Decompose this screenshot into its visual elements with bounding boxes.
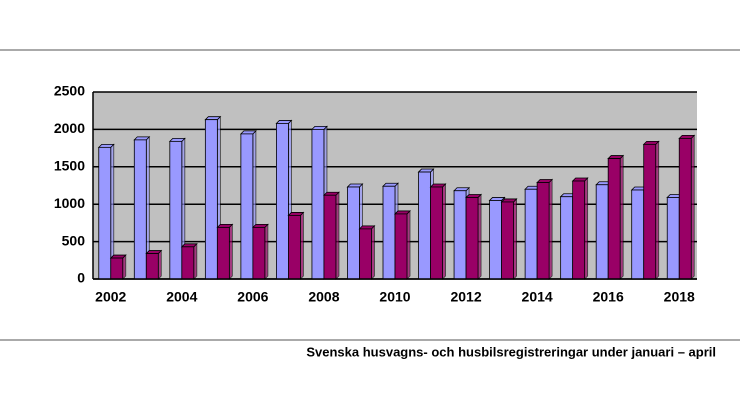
bar — [110, 257, 124, 280]
bar-top — [204, 116, 222, 121]
bar-top — [607, 155, 625, 159]
bar-top — [642, 140, 660, 145]
bar — [276, 123, 289, 280]
bar-top — [251, 223, 269, 228]
bar-side — [406, 209, 411, 280]
bar — [204, 119, 218, 280]
bar — [382, 185, 396, 280]
y-tick-label: 0 — [77, 270, 85, 286]
bar — [240, 133, 254, 280]
bar — [489, 200, 502, 280]
bar-top — [536, 179, 554, 183]
bar — [536, 182, 550, 280]
bar-top — [678, 134, 696, 139]
bar — [678, 137, 692, 280]
bar-top — [358, 225, 376, 230]
bar — [430, 186, 443, 280]
bar-top — [109, 254, 127, 259]
bar-top — [571, 177, 589, 182]
bar-side — [264, 223, 269, 280]
bar-side — [513, 197, 517, 280]
bar-top — [488, 197, 506, 201]
bar-top — [500, 198, 518, 203]
bar — [133, 139, 147, 280]
bar-side — [548, 178, 553, 280]
bar-top — [97, 143, 115, 148]
bar-side — [300, 211, 304, 280]
bar-top — [133, 136, 151, 141]
bar-side — [690, 134, 695, 280]
bar — [145, 253, 159, 280]
bar-side — [477, 193, 482, 280]
bar — [560, 196, 574, 280]
x-tick-label: 2016 — [593, 289, 624, 305]
bar-side — [442, 183, 446, 280]
bar-top — [465, 194, 483, 198]
bar-top — [168, 137, 186, 142]
bar — [216, 226, 230, 280]
bar — [252, 226, 266, 280]
bar-top — [394, 210, 411, 215]
bar — [394, 213, 408, 280]
bar — [453, 190, 467, 280]
bar — [631, 189, 645, 280]
x-tick-label: 2014 — [522, 289, 553, 305]
y-tick-label: 1500 — [54, 158, 85, 174]
bar-top — [239, 130, 257, 135]
bar — [98, 146, 112, 280]
bar-side — [335, 191, 340, 280]
y-tick-label: 2000 — [54, 120, 85, 136]
x-tick-label: 2010 — [379, 289, 410, 305]
bar-top — [310, 126, 328, 130]
bar — [288, 215, 301, 280]
bar — [666, 197, 680, 280]
bar — [181, 246, 195, 280]
bar-top — [346, 183, 364, 188]
bar-top — [322, 191, 340, 196]
x-tick-label: 2006 — [237, 289, 268, 305]
y-tick-label: 1000 — [54, 195, 85, 211]
bar — [169, 140, 183, 280]
x-tick-label: 2008 — [308, 289, 339, 305]
x-tick-label: 2018 — [664, 289, 695, 305]
y-tick-label: 2500 — [54, 83, 85, 99]
bar — [595, 184, 609, 280]
x-tick-label: 2004 — [166, 289, 197, 305]
bar — [359, 228, 372, 280]
bar-side — [655, 140, 660, 280]
bar-top — [382, 182, 399, 187]
bar-side — [193, 242, 198, 280]
bar-top — [275, 120, 293, 124]
bar-side — [584, 177, 589, 280]
x-tick-label: 2002 — [95, 289, 126, 305]
bar-side — [371, 224, 375, 280]
bar — [418, 171, 431, 280]
bar-side — [228, 223, 233, 280]
bar-top — [429, 183, 447, 188]
bar — [465, 197, 479, 280]
bar-side — [122, 254, 127, 280]
bar-side — [157, 249, 162, 280]
bar — [501, 201, 514, 280]
bar-top — [145, 250, 163, 254]
bar-top — [453, 187, 471, 192]
y-tick-label: 500 — [62, 232, 86, 248]
x-tick-label: 2012 — [450, 289, 481, 305]
bar — [311, 128, 325, 280]
bar — [323, 194, 337, 280]
bar — [643, 143, 657, 280]
bar — [524, 188, 538, 280]
caption: Svenska husvagns- och husbilsregistrerin… — [306, 344, 716, 359]
bar-top — [417, 168, 435, 173]
bar — [572, 180, 586, 280]
bar-top — [180, 243, 198, 248]
bar — [607, 158, 621, 280]
bar-top — [216, 223, 234, 228]
bar-top — [287, 212, 305, 216]
bar-side — [619, 154, 624, 280]
bar — [347, 186, 360, 280]
